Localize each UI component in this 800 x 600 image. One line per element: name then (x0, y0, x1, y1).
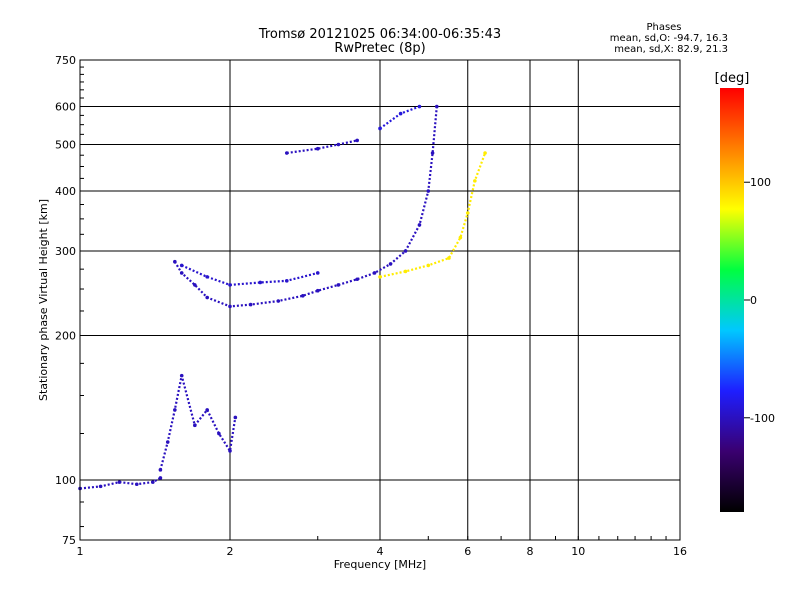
echo-point (248, 302, 253, 307)
echo-point (447, 256, 451, 260)
x-axis: 1 2 4 6 8 10 16 (77, 545, 688, 558)
echo-point (430, 151, 435, 155)
echo-trace (286, 139, 358, 155)
echo-point (205, 408, 209, 412)
colorbar-ticks: 100 0 -100 (744, 176, 775, 425)
chart-title: Tromsø 20121025 06:34:00-06:35:43 (258, 27, 502, 42)
x-tick-label: 1 (77, 545, 84, 558)
colorbar (720, 88, 744, 512)
echo-point (417, 223, 422, 227)
echo-point (205, 295, 209, 300)
echo-point (258, 280, 263, 285)
echo-point (315, 288, 320, 293)
echo-trace (379, 105, 420, 130)
echo-trace (159, 374, 237, 471)
echo-trace (181, 264, 318, 286)
echo-point (228, 304, 232, 309)
echo-point (378, 275, 382, 279)
echo-point (205, 275, 209, 279)
echo-point (473, 179, 477, 183)
colorbar-tick-label: 100 (750, 176, 771, 189)
x-tick-label: 4 (377, 545, 384, 558)
echo-point (284, 279, 289, 283)
echo-point (228, 283, 232, 287)
echo-point (315, 146, 320, 151)
echo-point (98, 484, 103, 489)
phase-statistics: Phases mean, sd,O: -94.7, 16.3 mean, sd,… (600, 22, 728, 55)
colorbar-tick-label: 0 (750, 294, 757, 307)
echo-point (398, 111, 403, 116)
x-tick-label: 16 (673, 545, 687, 558)
echo-point (417, 104, 422, 109)
echo-point (483, 151, 487, 155)
y-tick-label: 75 (62, 534, 76, 547)
plot-frame (79, 59, 681, 541)
y-tick-label: 500 (55, 139, 76, 152)
echo-point (193, 283, 197, 287)
echo-point (134, 482, 139, 487)
echo-point (158, 476, 163, 480)
y-tick-label: 600 (55, 101, 76, 114)
echo-point (276, 299, 281, 303)
y-tick-label: 200 (55, 330, 76, 343)
colorbar-tick-label: -100 (750, 412, 775, 425)
x-axis-label: Frequency [MHz] (334, 558, 426, 571)
echo-point (301, 293, 305, 298)
echo-point (228, 449, 232, 453)
data-points (78, 104, 487, 491)
echo-point (336, 283, 341, 287)
x-tick-label: 2 (227, 545, 234, 558)
echo-point (426, 189, 431, 193)
echo-point (284, 151, 289, 155)
echo-point (403, 269, 408, 274)
echo-point (117, 480, 122, 484)
x-tick-label: 6 (464, 545, 471, 558)
echo-point (465, 211, 470, 215)
echo-point (458, 235, 463, 240)
echo-point (151, 480, 155, 484)
echo-point (372, 271, 377, 275)
y-tick-label: 400 (55, 185, 76, 198)
y-tick-label: 750 (55, 54, 76, 67)
echo-point (426, 263, 431, 268)
echo-point (336, 142, 341, 147)
x-tick-label: 8 (527, 545, 534, 558)
y-axis: 75 100 200 300 400 500 600 750 (55, 54, 76, 547)
y-axis-label: Stationary phase Virtual Height [km] (37, 199, 50, 401)
echo-point (158, 468, 163, 472)
echo-point (173, 259, 177, 264)
echo-point (173, 408, 177, 412)
echo-point (179, 373, 184, 378)
echo-trace (379, 152, 487, 278)
chart-subtitle: RwPretec (8p) (334, 41, 426, 56)
echo-point (434, 104, 439, 109)
phase-stats-x: mean, sd,X: 82.9, 21.3 (614, 44, 728, 55)
echo-trace (79, 477, 161, 490)
echo-trace (173, 106, 438, 308)
phase-stats-title: Phases (646, 22, 682, 33)
echo-point (179, 271, 184, 275)
echo-point (378, 126, 382, 131)
echo-point (217, 431, 221, 436)
echo-point (403, 249, 408, 253)
echo-point (165, 440, 170, 444)
phase-stats-o: mean, sd,O: -94.7, 16.3 (609, 33, 728, 44)
echo-point (355, 277, 359, 282)
y-tick-label: 100 (55, 474, 76, 487)
echo-point (193, 423, 197, 428)
echo-point (233, 415, 238, 420)
echo-point (355, 138, 359, 143)
grid (79, 59, 681, 541)
echo-point (315, 271, 320, 275)
colorbar-label: [deg] (715, 71, 750, 86)
y-tick-label: 300 (55, 245, 76, 258)
x-tick-label: 10 (571, 545, 585, 558)
echo-point (388, 262, 393, 266)
echo-point (179, 263, 184, 268)
